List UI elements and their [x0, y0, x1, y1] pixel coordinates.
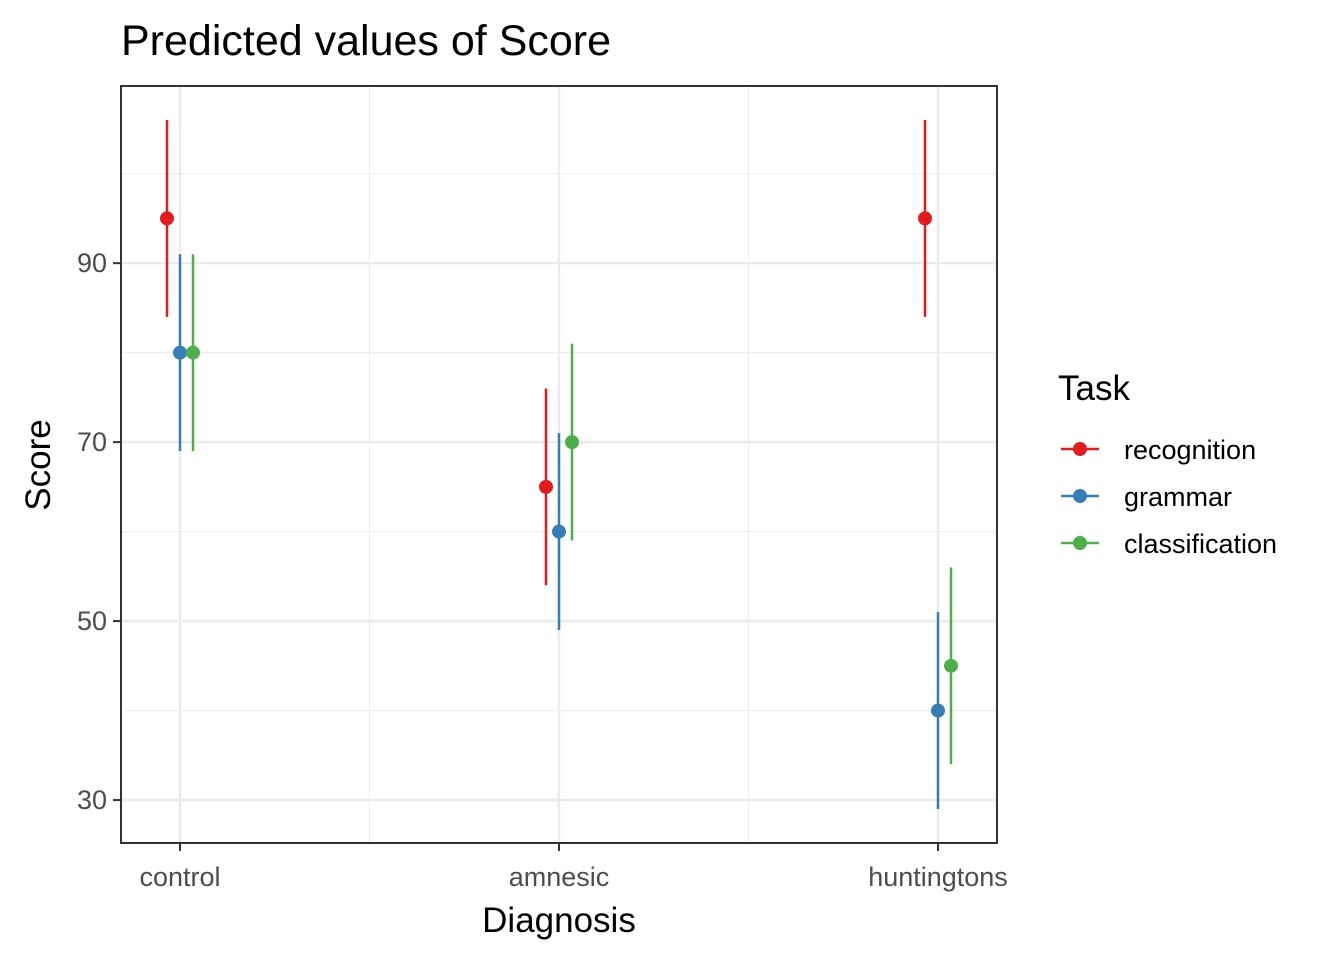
series-grammar — [173, 254, 945, 809]
data-point — [539, 479, 553, 494]
series-classification — [186, 254, 958, 765]
legend-key-point — [1073, 489, 1087, 503]
data-point — [173, 345, 187, 360]
legend: Task recognition grammar classification — [1058, 369, 1277, 559]
legend-label: grammar — [1124, 482, 1232, 512]
data-point — [565, 435, 579, 450]
legend-item-grammar: grammar — [1061, 482, 1232, 512]
major-gridlines — [121, 86, 997, 843]
data-point — [160, 211, 174, 226]
x-tick-label: huntingtons — [868, 862, 1008, 892]
y-tick-label: 90 — [77, 248, 107, 278]
legend-key-point — [1073, 442, 1087, 456]
x-axis-ticks: control amnesic huntingtons — [139, 843, 1008, 892]
data-point — [552, 524, 566, 539]
data-marks — [160, 120, 958, 809]
legend-item-classification: classification — [1061, 529, 1277, 559]
chart-title: Predicted values of Score — [121, 17, 611, 65]
legend-label: recognition — [1124, 435, 1256, 465]
data-point — [186, 345, 200, 360]
y-tick-label: 70 — [77, 427, 107, 457]
data-point — [931, 703, 945, 718]
y-tick-label: 30 — [77, 785, 107, 815]
x-axis-title: Diagnosis — [482, 901, 636, 940]
series-recognition — [160, 120, 932, 586]
data-point — [918, 211, 932, 226]
y-axis-title: Score — [19, 419, 58, 510]
x-tick-label: control — [139, 862, 220, 892]
x-tick-label: amnesic — [509, 862, 610, 892]
legend-item-recognition: recognition — [1061, 435, 1256, 465]
legend-title: Task — [1058, 369, 1130, 408]
legend-key-point — [1073, 536, 1087, 550]
y-axis-ticks: 30 50 70 90 — [77, 248, 121, 815]
y-tick-label: 50 — [77, 606, 107, 636]
legend-label: classification — [1124, 529, 1277, 559]
data-point — [944, 658, 958, 673]
